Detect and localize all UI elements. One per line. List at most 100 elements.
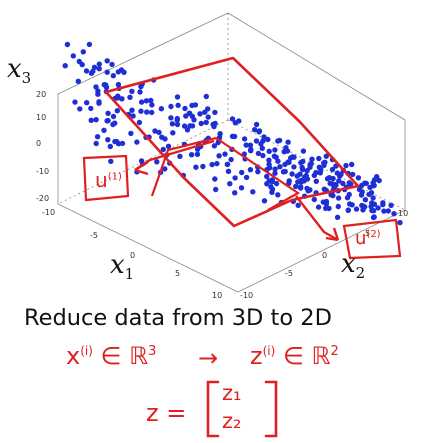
data-point	[273, 180, 280, 187]
data-point	[261, 134, 267, 140]
data-point	[224, 161, 230, 168]
data-point	[307, 187, 313, 193]
data-point	[170, 130, 176, 136]
data-point	[281, 149, 287, 155]
data-point	[136, 119, 143, 126]
data-point	[104, 69, 110, 75]
data-point	[202, 109, 208, 115]
data-point	[193, 164, 199, 170]
data-point	[391, 211, 397, 217]
data-point	[96, 100, 102, 106]
data-point	[360, 203, 366, 209]
data-point	[253, 138, 260, 144]
data-point	[118, 67, 125, 73]
data-point	[162, 136, 168, 142]
z-tick-label: 20	[36, 90, 46, 99]
data-point	[315, 204, 322, 210]
data-point	[101, 127, 107, 133]
data-point	[243, 174, 250, 181]
caption: Reduce data from 3D to 2D	[24, 305, 332, 331]
data-point	[329, 181, 335, 187]
data-point	[129, 88, 135, 95]
data-point	[337, 173, 343, 179]
x2-tick-label: 0	[322, 251, 327, 260]
u1-label: u(1)	[95, 168, 122, 192]
data-point	[88, 105, 94, 112]
data-point	[94, 134, 101, 140]
data-point	[227, 181, 233, 187]
data-point	[110, 113, 117, 120]
data-point	[108, 158, 114, 164]
z2-component: z₂	[222, 409, 242, 433]
data-point	[269, 189, 275, 195]
x2-tick-label: -10	[240, 291, 253, 300]
data-point	[184, 127, 191, 133]
data-point	[192, 102, 199, 108]
data-point	[209, 161, 215, 168]
data-point	[107, 143, 114, 150]
data-point	[369, 207, 375, 214]
data-point	[154, 159, 160, 165]
x1-tick-label: -10	[42, 208, 55, 217]
data-point	[105, 110, 111, 117]
data-point	[239, 169, 245, 176]
data-point	[114, 108, 121, 114]
z-equals: z =	[146, 399, 187, 427]
data-point	[137, 89, 143, 95]
data-point	[72, 99, 78, 105]
data-point	[241, 136, 248, 142]
data-point	[340, 180, 346, 187]
data-point	[91, 64, 98, 71]
data-point	[356, 186, 363, 193]
data-point	[110, 121, 116, 128]
data-point	[104, 118, 110, 124]
data-point	[115, 93, 121, 99]
data-point	[86, 41, 93, 48]
data-point	[253, 121, 260, 128]
data-point	[277, 164, 283, 170]
data-point	[266, 178, 272, 184]
data-point	[323, 205, 329, 211]
data-point	[96, 61, 103, 67]
data-point	[297, 185, 304, 191]
data-point	[119, 140, 126, 147]
data-point	[143, 98, 150, 104]
x1-tick-label: 5	[175, 269, 180, 278]
data-point	[200, 163, 206, 170]
data-point	[247, 167, 254, 173]
data-point	[385, 208, 391, 214]
data-point	[210, 121, 216, 128]
data-point	[228, 156, 234, 163]
data-point	[197, 111, 203, 117]
data-point	[212, 109, 218, 116]
data-point	[272, 166, 278, 172]
data-point	[297, 171, 303, 177]
data-point	[375, 205, 381, 211]
data-point	[268, 184, 274, 190]
data-point	[158, 106, 165, 112]
data-point	[205, 114, 211, 120]
data-point	[84, 100, 90, 106]
data-point	[250, 189, 256, 195]
data-point	[165, 143, 172, 149]
z-tick-label: 0	[36, 139, 41, 148]
u2-box	[342, 218, 402, 260]
data-point	[302, 175, 309, 181]
data-point	[330, 175, 336, 182]
data-point	[174, 115, 180, 122]
x1-axis-label: x1	[110, 250, 135, 283]
x1-tick-label: -5	[90, 231, 98, 240]
data-point	[255, 150, 262, 157]
data-point	[203, 119, 209, 126]
data-point	[286, 159, 292, 166]
data-point	[300, 148, 307, 154]
axis-edge	[227, 119, 406, 211]
data-point	[317, 170, 323, 176]
data-point	[256, 129, 262, 135]
maps-to-arrow: →	[198, 344, 219, 372]
z-in-r2: z(i) ∈ ℝ2	[250, 342, 339, 370]
data-point	[232, 175, 238, 181]
data-point	[203, 93, 209, 100]
data-point	[162, 166, 168, 172]
